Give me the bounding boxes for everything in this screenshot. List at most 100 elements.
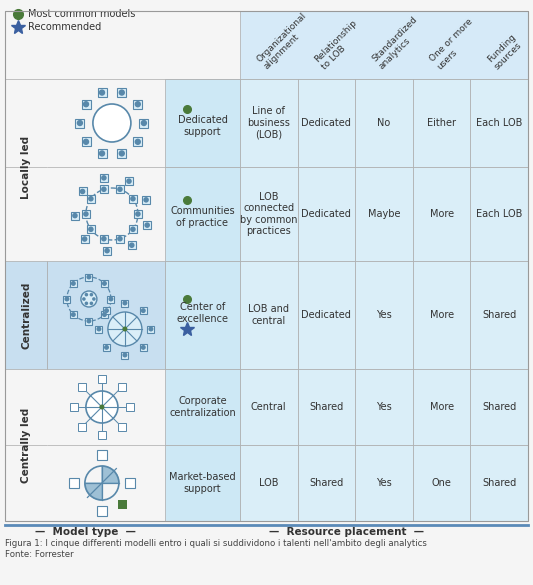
Bar xyxy=(140,119,148,128)
Bar xyxy=(165,369,240,445)
Bar xyxy=(297,369,355,445)
Text: Yes: Yes xyxy=(376,310,392,320)
Text: Either: Either xyxy=(427,118,456,128)
Circle shape xyxy=(104,345,109,350)
Circle shape xyxy=(96,326,101,332)
Bar xyxy=(413,445,471,521)
Bar xyxy=(98,375,106,383)
Circle shape xyxy=(88,226,94,232)
Circle shape xyxy=(104,308,109,313)
Circle shape xyxy=(117,187,123,192)
Bar xyxy=(165,445,240,521)
Bar xyxy=(5,11,528,521)
Text: Shared: Shared xyxy=(309,402,344,412)
Circle shape xyxy=(144,222,150,228)
Bar xyxy=(100,185,108,193)
Circle shape xyxy=(141,308,146,313)
Bar xyxy=(70,280,77,287)
Bar xyxy=(355,79,413,167)
Circle shape xyxy=(102,281,107,286)
Bar xyxy=(78,187,86,195)
Bar xyxy=(116,185,124,193)
Circle shape xyxy=(93,104,131,142)
Circle shape xyxy=(86,318,91,324)
Bar xyxy=(142,196,150,204)
Text: Dedicated
support: Dedicated support xyxy=(177,115,228,137)
Text: Most common models: Most common models xyxy=(28,9,135,19)
Bar xyxy=(101,311,108,318)
Text: Fonte: Forrester: Fonte: Forrester xyxy=(5,550,74,559)
Text: Dedicated: Dedicated xyxy=(302,209,351,219)
Text: Dedicated: Dedicated xyxy=(302,310,351,320)
Text: Shared: Shared xyxy=(309,478,344,488)
Circle shape xyxy=(135,211,141,217)
Circle shape xyxy=(99,404,104,409)
Bar xyxy=(134,210,142,218)
Bar xyxy=(240,445,297,521)
Bar xyxy=(355,369,413,445)
Circle shape xyxy=(90,293,93,297)
Text: Shared: Shared xyxy=(482,310,516,320)
Text: Central: Central xyxy=(251,402,287,412)
Bar xyxy=(69,478,79,488)
Bar xyxy=(413,167,471,261)
Bar xyxy=(82,99,91,109)
Bar xyxy=(100,174,108,182)
Bar xyxy=(100,235,108,243)
Text: Standardized
analytics: Standardized analytics xyxy=(370,15,426,71)
Text: Line of
business
(LOB): Line of business (LOB) xyxy=(247,106,290,140)
Bar xyxy=(70,403,78,411)
Bar xyxy=(140,307,147,314)
Bar xyxy=(95,325,102,332)
Text: Maybe: Maybe xyxy=(368,209,400,219)
Circle shape xyxy=(83,139,89,145)
Bar xyxy=(103,307,110,314)
Circle shape xyxy=(135,139,141,145)
Circle shape xyxy=(101,175,107,181)
Bar xyxy=(240,167,297,261)
Text: Organizational
alignment: Organizational alignment xyxy=(255,11,316,71)
Circle shape xyxy=(104,248,110,253)
Text: Funding
sources: Funding sources xyxy=(486,32,524,71)
Text: One: One xyxy=(432,478,451,488)
Bar xyxy=(85,274,92,280)
Bar xyxy=(125,478,135,488)
Bar xyxy=(133,99,142,109)
Bar xyxy=(75,119,84,128)
Text: Figura 1: I cinque differenti modelli entro i quali si suddividono i talenti nel: Figura 1: I cinque differenti modelli en… xyxy=(5,539,427,548)
Circle shape xyxy=(141,120,147,126)
Polygon shape xyxy=(102,466,119,483)
Circle shape xyxy=(80,189,85,194)
Circle shape xyxy=(82,236,87,242)
Bar xyxy=(118,383,126,391)
Bar xyxy=(5,261,47,369)
Text: LOB
connected
by common
practices: LOB connected by common practices xyxy=(240,192,297,236)
Circle shape xyxy=(123,353,127,357)
Bar xyxy=(355,261,413,369)
Text: Center of
excellence: Center of excellence xyxy=(176,302,229,324)
Circle shape xyxy=(85,293,88,297)
Text: Each LOB: Each LOB xyxy=(476,118,522,128)
Bar xyxy=(413,79,471,167)
Bar xyxy=(240,79,297,167)
Circle shape xyxy=(81,291,97,307)
Circle shape xyxy=(85,301,88,305)
Bar xyxy=(133,137,142,146)
Polygon shape xyxy=(85,483,102,500)
Bar xyxy=(70,311,77,318)
Bar xyxy=(108,295,115,302)
Text: Market-based
support: Market-based support xyxy=(169,472,236,494)
Text: More: More xyxy=(430,402,454,412)
Bar xyxy=(82,210,90,218)
Bar xyxy=(165,261,240,369)
Circle shape xyxy=(123,326,127,332)
Bar xyxy=(122,352,128,359)
Circle shape xyxy=(83,101,89,108)
Bar xyxy=(71,212,79,219)
Bar xyxy=(98,149,107,158)
Bar xyxy=(122,300,128,307)
Circle shape xyxy=(71,281,76,286)
Text: Yes: Yes xyxy=(376,402,392,412)
Circle shape xyxy=(99,150,105,157)
Bar xyxy=(85,318,92,325)
